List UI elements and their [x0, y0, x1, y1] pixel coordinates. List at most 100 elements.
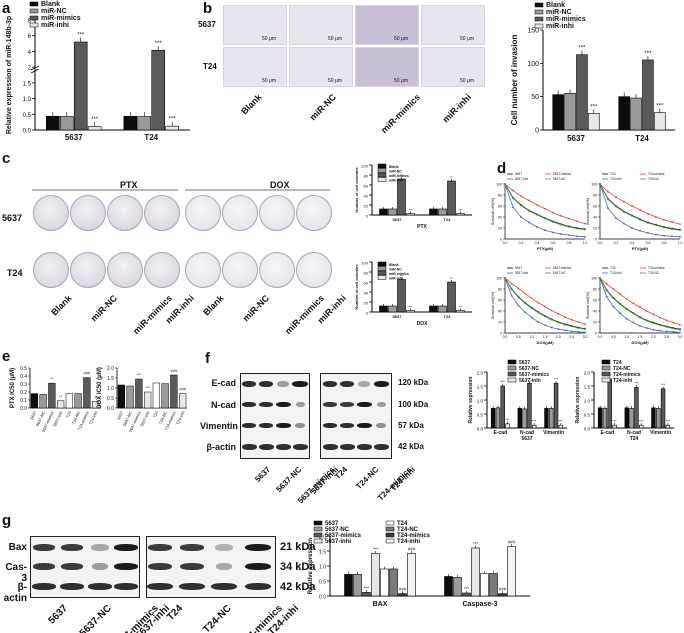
- protein-label-ncad: N-cad: [210, 400, 236, 410]
- series-line: [599, 277, 681, 333]
- blot-band: [245, 583, 271, 590]
- x-tick-label: T24: [144, 133, 158, 142]
- y-tick-label: 40: [364, 291, 369, 296]
- data-point: [576, 235, 578, 238]
- legend-label: miR-inhi: [41, 22, 69, 29]
- series-line: [599, 183, 681, 231]
- data-point: [639, 316, 641, 319]
- data-point: [528, 199, 530, 202]
- bar: [558, 424, 564, 429]
- significance-label: ***: [459, 305, 463, 309]
- significance-label: ***: [661, 383, 666, 387]
- blot-band: [275, 402, 291, 407]
- significance-label: ***: [400, 274, 404, 278]
- x-axis-label: 5637: [521, 436, 532, 442]
- scale-bar-label: 50 μm: [460, 36, 474, 42]
- data-point: [679, 223, 681, 226]
- blot-band: [373, 381, 389, 387]
- micrograph-t24-blank: [223, 47, 287, 87]
- dish: [107, 195, 143, 231]
- blot-band: [114, 563, 138, 570]
- bar: [135, 378, 143, 409]
- blot-band: [180, 563, 204, 570]
- significance-label: ***: [505, 418, 510, 422]
- dish: [296, 252, 332, 288]
- bar: [607, 378, 612, 429]
- dish: [259, 252, 295, 288]
- bar: [388, 208, 397, 216]
- data-point: [632, 312, 635, 315]
- data-point: [564, 316, 566, 318]
- x-axis-label: DOX(μM): [536, 340, 554, 345]
- data-point: [659, 329, 661, 332]
- dish: [185, 195, 221, 231]
- x-tick-label: 5637-NC: [35, 410, 46, 427]
- x-axis-label: T24: [630, 436, 639, 442]
- scale-bar-label: 50 μm: [328, 36, 342, 42]
- x-tick-label: 5637-inhi: [139, 410, 151, 427]
- bar: [471, 547, 480, 597]
- x-tick-label: 0.5: [516, 335, 521, 339]
- bar: [379, 208, 388, 216]
- y-tick-label: 150: [527, 28, 539, 35]
- data-point: [612, 305, 615, 308]
- data-point: [599, 183, 601, 185]
- blot-band: [148, 563, 172, 570]
- data-point: [528, 221, 530, 224]
- legend-label: T24-inhi: [610, 177, 622, 181]
- y-tick-label: 60: [364, 184, 369, 189]
- y-tick-label: 0.3: [20, 382, 27, 388]
- data-point: [552, 221, 554, 223]
- blot-band: [339, 444, 355, 450]
- blot-band: [358, 381, 370, 387]
- legend-swatch: [507, 359, 517, 365]
- y-tick-label: 0.0: [584, 427, 591, 432]
- series-line: [504, 183, 586, 231]
- y-tick-label: 100: [361, 261, 368, 266]
- dish: [70, 252, 106, 288]
- data-point: [524, 302, 526, 305]
- blot-band: [376, 423, 386, 428]
- y-axis-label: Relative expression of miR-148b-3p: [6, 16, 13, 134]
- bar: [165, 125, 179, 131]
- y-tick-label: 80: [498, 194, 502, 198]
- y-tick-label: 20: [498, 227, 502, 231]
- x-tick-label: T24: [444, 314, 452, 319]
- x-tick-label: 1.0: [529, 335, 534, 339]
- significance-label: ***: [473, 541, 479, 546]
- micrograph-5637-nc: [289, 5, 353, 45]
- y-tick-label: 60: [593, 205, 597, 209]
- data-point: [568, 217, 570, 220]
- blot-band: [179, 583, 205, 590]
- significance-label: ###: [171, 368, 178, 373]
- y-tick-label: 20: [364, 204, 369, 209]
- legend-swatch: [313, 526, 323, 532]
- x-tick-label: E-cad: [494, 430, 508, 436]
- data-point: [510, 282, 513, 285]
- x-tick-label: 1.0: [583, 241, 588, 245]
- legend-swatch: [385, 538, 395, 544]
- bar: [651, 407, 656, 429]
- blot-band: [340, 423, 354, 428]
- legend-label: miR-NC: [546, 9, 572, 16]
- data-point: [663, 234, 665, 237]
- data-point: [504, 183, 506, 185]
- y-tick-label: 0: [500, 238, 502, 242]
- bar: [447, 281, 456, 313]
- x-tick-label: N-cad: [520, 430, 534, 436]
- legend-swatch: [534, 2, 544, 8]
- significance-label: ***: [590, 104, 598, 110]
- series-line: [599, 183, 681, 231]
- x-tick-label: 2.0: [651, 335, 656, 339]
- blot-band: [275, 423, 291, 428]
- data-point: [517, 304, 520, 307]
- bar: [397, 178, 406, 216]
- size-label-vimentin: 57 kDa: [398, 421, 424, 430]
- legend-label: 5637: [515, 266, 522, 270]
- legend-swatch: [377, 275, 387, 280]
- data-point: [639, 306, 641, 309]
- data-point: [619, 293, 621, 295]
- data-point: [584, 323, 586, 326]
- dish: [33, 252, 69, 288]
- bar: [379, 305, 388, 313]
